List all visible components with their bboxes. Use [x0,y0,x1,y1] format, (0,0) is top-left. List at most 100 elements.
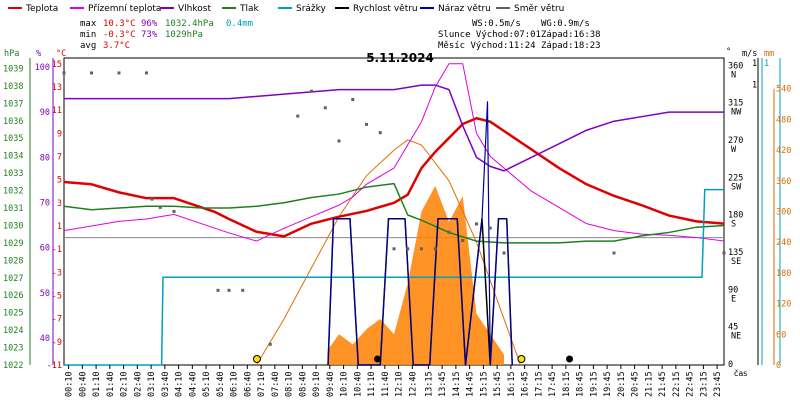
direction-tick-label: NW [731,108,742,118]
x-tick-label: 18:15 [562,371,572,397]
solar-tick: 420 [776,146,791,156]
wind-direction-point [90,71,93,75]
direction-tick: 270 [728,136,743,146]
x-tick-label: 04:40 [188,371,198,397]
x-tick-label: 01:10 [92,371,102,397]
wind-tick: 1 [752,59,757,69]
direction-tick: 90 [728,285,738,295]
x-tick-label: 06:40 [243,371,253,397]
stat-max-press: 1032.4hPa [165,19,214,29]
x-tick-label: 19:45 [603,371,613,397]
stats-block: max 10.3°C 96% 1032.4hPa 0.4mm min -0.3°… [80,19,601,51]
stat-min-hum: 73% [141,30,158,40]
wind-direction-point [227,288,231,292]
x-tick-label: 00:10 [65,371,75,397]
x-tick-label: 03:40 [161,371,171,397]
hpa-tick: 1027 [3,274,23,284]
hpa-tick: 1029 [3,239,23,249]
stat-min-press: 1029hPa [165,30,203,40]
legend-label: Vlhkost [178,4,211,14]
x-tick-label: 17:15 [534,371,544,397]
x-tick-label: 19:15 [589,371,599,397]
celsius-tick: -1 [52,245,62,255]
wind-direction-point [420,247,423,251]
direction-tick: 360 [728,61,743,71]
x-tick-label: 02:10 [120,371,130,397]
wind-direction-point [296,114,300,118]
x-tick-label: 12:10 [395,371,405,397]
wind-direction-point [475,222,478,226]
plot-area [62,63,726,366]
celsius-tick: 15 [52,60,62,70]
wind-direction-point [378,131,382,135]
direction-tick-label: W [731,145,737,155]
x-tick-label: 15:15 [479,371,489,397]
wind-direction-point [502,251,506,255]
percent-tick: 100 [35,63,50,73]
celsius-tick: 11 [52,106,62,116]
x-tick-label: 12:40 [408,371,418,397]
hpa-tick: 1032 [3,187,23,197]
hpa-tick: 1034 [3,152,23,162]
stat-max-label: max [80,19,97,29]
hpa-tick: 1025 [3,309,23,319]
x-tick-label: 13:15 [424,371,434,397]
celsius-tick: 13 [52,83,62,93]
celsius-tick: 1 [57,222,62,232]
wind-direction-point [392,247,396,251]
stat-avg-label: avg [80,41,96,51]
legend-label: Náraz větru [438,4,491,14]
celsius-tick: -11 [47,361,62,371]
hpa-tick: 1028 [3,256,23,266]
series-přízemní-teplota [63,63,725,242]
percent-tick: 90 [40,108,50,118]
series-srážky [64,188,724,366]
celsius-tick: 9 [57,129,62,139]
hpa-tick: 1022 [3,361,23,371]
x-tick-label: 20:45 [631,371,641,397]
x-tick-label: 16:15 [507,371,517,397]
x-tick-label: 14:15 [452,371,462,397]
x-tick-label: 17:45 [548,371,558,397]
x-tick-label: 06:10 [230,371,240,397]
hpa-tick: 1037 [3,99,23,109]
x-tick-label: 04:10 [175,371,185,397]
left-axes: hPa% °C 1039 1038 1037 1036 1035 1034 1033 1032 10… [3,49,66,371]
wind-direction-point [145,71,148,75]
celsius-tick: 7 [57,152,62,162]
legend-label: Směr větru [514,4,564,14]
direction-tick: 135 [728,248,743,258]
solar-tick: 0 [776,361,781,371]
solar-tick: 180 [776,269,791,279]
solar-tick: 480 [776,115,791,125]
series-náraz-větru [327,101,513,366]
x-tick-label: 21:15 [644,371,654,397]
x-tick-label: 02:40 [133,371,143,397]
celsius-tick: 5 [57,176,62,186]
direction-tick-label: SE [731,257,741,267]
wind-direction-point [158,205,162,209]
wind-direction-point [323,106,327,110]
x-tick-label: 10:40 [353,371,363,397]
legend-label: Teplota [25,4,58,14]
stat-min-temp: -0.3°C [103,30,136,40]
celsius-tick: -9 [52,338,62,348]
percent-tick: 60 [40,244,50,254]
stat-sun-rise: Slunce Východ:07:01 [438,30,541,40]
stat-wg: WG:0.9m/s [541,19,590,29]
x-axis: 00:10 00:40 01:10 01:40 02:10 02:40 03:10 03:40… [65,365,723,397]
percent-tick: 70 [40,198,50,208]
solar-tick: 60 [776,330,786,340]
celsius-tick: -5 [52,291,62,301]
x-tick-label: 07:10 [257,371,267,397]
direction-tick: 225 [728,173,743,183]
sun-marker [252,355,261,363]
solar-tick: 300 [776,208,791,218]
direction-tick-label: SW [731,182,742,192]
stat-moon-rise: Měsíc Východ:11:24 [438,41,536,51]
wind-direction-point [612,251,616,255]
x-tick-label: 08:10 [285,371,295,397]
celsius-tick: -3 [52,268,62,278]
wind-direction-point [150,197,154,201]
